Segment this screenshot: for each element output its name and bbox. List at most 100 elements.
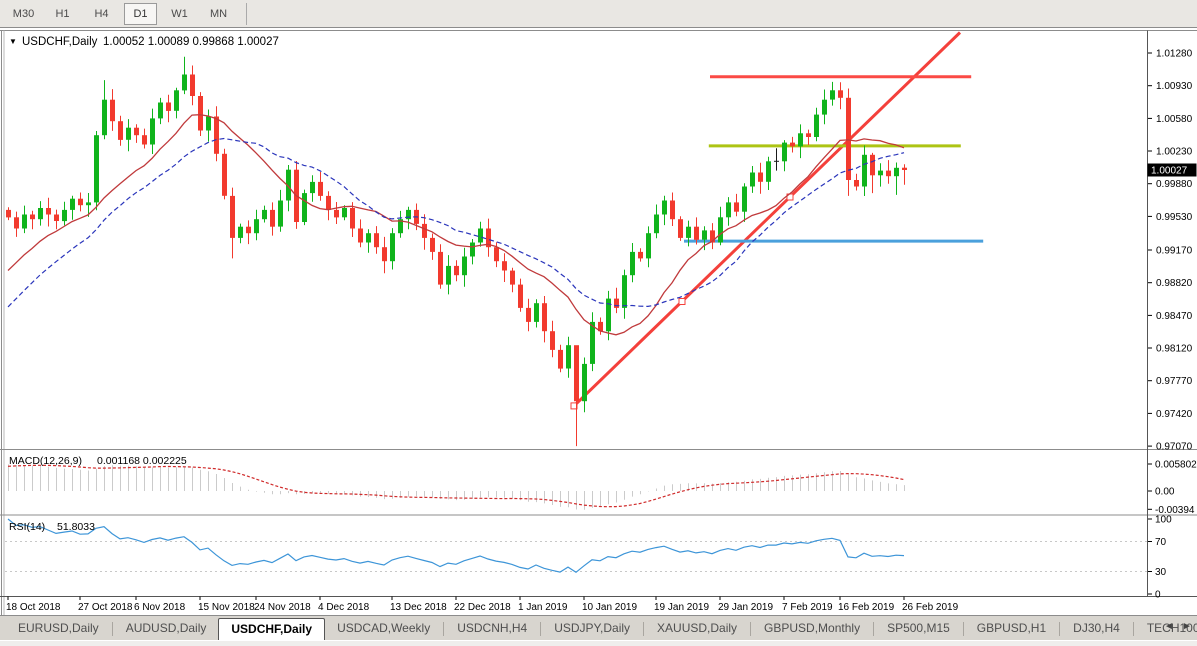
candle-body: [646, 233, 651, 258]
candle-body: [814, 115, 819, 137]
price-scale[interactable]: 1.012801.009301.005801.002300.998800.995…: [1148, 49, 1197, 601]
candle-body: [566, 345, 571, 368]
rsi-scale-label: 100: [1155, 515, 1172, 526]
price-scale-label: 0.98820: [1156, 278, 1193, 289]
trendline[interactable]: [574, 33, 960, 406]
candle-body: [326, 196, 331, 210]
macd-pane[interactable]: [8, 464, 905, 509]
candle-body: [782, 143, 787, 162]
candle-body: [678, 219, 683, 238]
main-price-pane[interactable]: [6, 33, 983, 447]
candle-body: [142, 135, 147, 144]
rsi-scale-label: 70: [1155, 537, 1167, 548]
trendline-handle[interactable]: [679, 299, 685, 305]
candle-body: [886, 171, 891, 177]
candle-body: [478, 229, 483, 243]
price-scale-label: 1.00230: [1156, 147, 1193, 158]
timeframe-toolbar: M30 H1 H4 D1 W1 MN: [0, 0, 1197, 28]
candle-body: [750, 173, 755, 187]
time-scale-label: 22 Dec 2018: [454, 602, 511, 613]
tab-sp500-m15[interactable]: SP500,M15: [875, 618, 962, 640]
tab-separator: [963, 622, 964, 636]
ma-fast-line: [8, 115, 904, 335]
timeframe-button-w1[interactable]: W1: [163, 3, 196, 25]
candle-body: [822, 100, 827, 115]
candle-body: [582, 364, 587, 401]
price-scale-label: 0.98120: [1156, 344, 1193, 355]
candle-body: [454, 266, 459, 275]
candle-body: [110, 100, 115, 122]
candle-body: [230, 196, 235, 238]
candle-body: [342, 208, 347, 217]
timeframe-button-d1[interactable]: D1: [124, 3, 157, 25]
timeframe-button-mn[interactable]: MN: [202, 3, 235, 25]
tab-eurusd-daily[interactable]: EURUSD,Daily: [6, 618, 111, 640]
candle-body: [238, 227, 243, 238]
tab-usdjpy-daily[interactable]: USDJPY,Daily: [542, 618, 642, 640]
candle-body: [558, 350, 563, 369]
candle-body: [798, 133, 803, 146]
candle-body: [686, 227, 691, 238]
tab-usdcad-weekly[interactable]: USDCAD,Weekly: [325, 618, 442, 640]
tab-dj30-h4[interactable]: DJ30,H4: [1061, 618, 1132, 640]
symbol-tabs: EURUSD,Daily AUDUSD,Daily USDCHF,Daily U…: [6, 618, 1197, 640]
timeframe-button-h4[interactable]: H4: [85, 3, 118, 25]
tab-usdcnh-h4[interactable]: USDCNH,H4: [445, 618, 539, 640]
candle-body: [46, 208, 51, 215]
tab-audusd-daily[interactable]: AUDUSD,Daily: [114, 618, 219, 640]
timeframe-button-m30[interactable]: M30: [7, 3, 40, 25]
candle-body: [6, 210, 11, 218]
tab-scroll-right-icon[interactable]: ►: [1180, 621, 1194, 632]
candle-body: [366, 233, 371, 242]
candle-body: [278, 201, 283, 227]
candle-body: [462, 257, 467, 276]
chart-canvas[interactable]: 1.012801.009301.005801.002300.998800.995…: [0, 28, 1197, 615]
price-scale-label: 0.99170: [1156, 246, 1193, 257]
candle-body: [374, 233, 379, 247]
candle-body: [70, 199, 75, 210]
macd-signal-line: [8, 465, 904, 506]
candle-body: [862, 155, 867, 187]
chart-title-ohlc: 1.00052 1.00089 0.99868 1.00027: [103, 36, 279, 48]
candle-body: [78, 199, 83, 206]
time-scale-label: 16 Feb 2019: [838, 602, 895, 613]
candle-body: [182, 75, 187, 91]
candle-body: [310, 182, 315, 193]
candle-body: [438, 252, 443, 285]
candle-body: [14, 217, 19, 228]
tab-separator: [1059, 622, 1060, 636]
candle-body: [526, 308, 531, 322]
tab-gbpusd-monthly[interactable]: GBPUSD,Monthly: [752, 618, 872, 640]
tab-usdchf-daily[interactable]: USDCHF,Daily: [218, 618, 325, 640]
candle-body: [726, 202, 731, 217]
candle-body: [702, 230, 707, 239]
candle-body: [830, 90, 835, 99]
candle-body: [270, 210, 275, 227]
candle-body: [350, 208, 355, 229]
time-scale-label: 29 Jan 2019: [718, 602, 773, 613]
price-scale-label: 0.99530: [1156, 212, 1193, 223]
candle-body: [246, 227, 251, 234]
tab-scroll-left-icon[interactable]: ◄: [1162, 621, 1176, 632]
candle-body: [878, 171, 883, 176]
tab-xauusd-daily[interactable]: XAUUSD,Daily: [645, 618, 749, 640]
candle-body: [318, 182, 323, 196]
tab-gbpusd-h1[interactable]: GBPUSD,H1: [965, 618, 1058, 640]
symbol-tabbar: EURUSD,Daily AUDUSD,Daily USDCHF,Daily U…: [0, 615, 1197, 644]
time-scale-label: 15 Nov 2018: [198, 602, 255, 613]
time-scale-label: 18 Oct 2018: [6, 602, 61, 613]
candle-body: [806, 133, 811, 137]
rsi-pane[interactable]: [5, 519, 1147, 572]
candle-body: [694, 227, 699, 240]
candle-body: [302, 193, 307, 222]
toolbar-separator: [246, 3, 247, 25]
candle-body: [838, 90, 843, 98]
candle-body: [126, 128, 131, 140]
timeframe-button-h1[interactable]: H1: [46, 3, 79, 25]
candle-body: [718, 217, 723, 242]
time-scale-label: 6 Nov 2018: [134, 602, 186, 613]
symbol-dropdown-icon[interactable]: ▼: [9, 37, 17, 46]
